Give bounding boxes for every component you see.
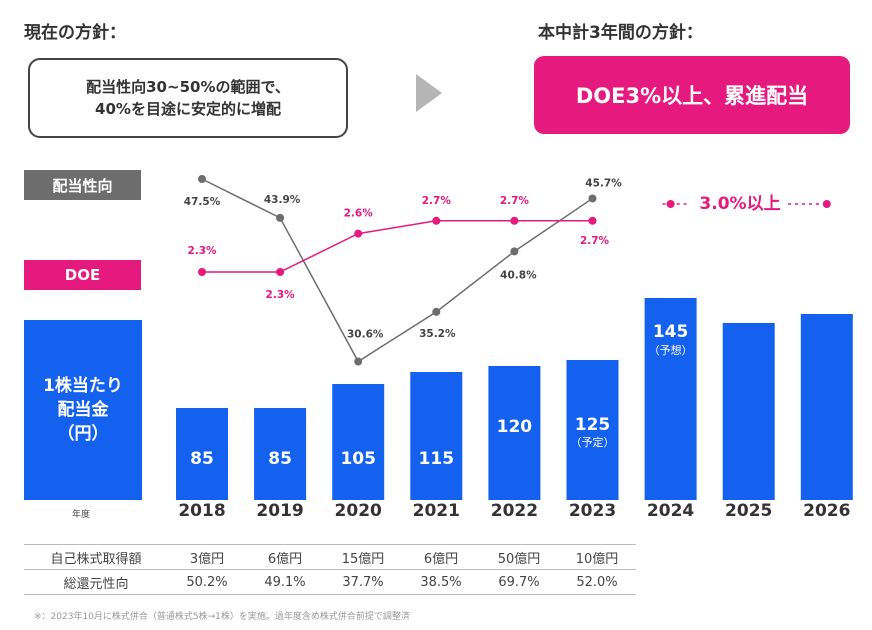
current-policy-line2: 40%を目途に安定的に増配 <box>95 100 281 118</box>
table-cell: 6億円 <box>267 551 303 567</box>
payout-ratio-point-2018 <box>198 175 206 183</box>
payout-ratio-label-2018: 47.5% <box>184 196 221 208</box>
payout-ratio-label-2019: 43.9% <box>264 194 301 206</box>
table-cell: 52.0% <box>576 574 618 590</box>
x-tick-label-2022: 2022 <box>491 501 538 521</box>
current-policy-box: 配当性向30~50%の範囲で、 40%を目途に安定的に増配 <box>28 58 348 138</box>
doe-point-2019 <box>276 268 285 276</box>
payout-ratio-label-2023: 45.7% <box>585 177 622 189</box>
payout-ratio-point-2022 <box>510 247 519 256</box>
bar-2019 <box>254 408 307 500</box>
new-policy-header: 本中計3年間の方針： <box>538 23 703 43</box>
footnote: ※：2023年10月に株式併合（普通株式5株→1株）を実施。過年度含め株式併合前… <box>34 612 410 622</box>
table-cell: 3億円 <box>189 551 225 567</box>
bar-value-label-2018: 85 <box>190 449 214 469</box>
year-axis-label: 年度 <box>72 510 91 520</box>
table-cell: 50.2% <box>186 574 228 590</box>
x-tick-label-2026: 2026 <box>803 501 850 521</box>
table-cell: 15億円 <box>341 551 385 567</box>
doe-label-2018: 2.3% <box>187 245 217 257</box>
current-policy-header: 現在の方針： <box>24 23 126 43</box>
bar-2018 <box>176 408 228 500</box>
doe-label-2022: 2.7% <box>500 195 530 207</box>
bar-2025 <box>722 323 775 500</box>
bar-value-label-2022: 120 <box>497 417 533 437</box>
table-cell: 49.1% <box>264 574 306 590</box>
x-tick-label-2019: 2019 <box>256 501 303 521</box>
payout-ratio-label-2020: 30.6% <box>347 329 384 341</box>
doe-tag: DOE <box>24 260 141 290</box>
doe-target-point-2026 <box>822 200 831 208</box>
doe-label-2023: 2.7% <box>580 235 610 247</box>
x-tick-label-2025: 2025 <box>725 501 772 521</box>
dps-legend-line3: （円） <box>57 424 109 444</box>
table-cell: 38.5% <box>420 574 462 590</box>
payout-ratio-point-2021 <box>432 307 441 316</box>
dps-legend-line1: 1株当たり <box>43 376 123 396</box>
table-cell: 69.7% <box>498 574 540 590</box>
doe-target-label: 3.0%以上 <box>699 194 780 214</box>
bar-sublabel-2023: （予定） <box>571 435 615 449</box>
x-tick-label-2020: 2020 <box>335 501 382 521</box>
payout-ratio-point-2019 <box>276 213 285 222</box>
table-row: 自己株式取得額 3億円 6億円 15億円 6億円 50億円 10億円 <box>24 545 636 570</box>
bar-value-label-2021: 115 <box>419 449 455 469</box>
table-cell: 37.7% <box>342 574 384 590</box>
payout-ratio-label-2021: 35.2% <box>419 328 456 340</box>
bar-value-label-2020: 105 <box>340 449 376 469</box>
bar-2023 <box>566 360 619 500</box>
payout-ratio-tag-label: 配当性向 <box>52 176 113 195</box>
doe-point-2018 <box>198 268 206 276</box>
payout-ratio-point-2020 <box>354 357 363 366</box>
bar-2022 <box>488 366 541 500</box>
bar-sublabel-2024: （予想） <box>649 343 693 357</box>
bar-2026 <box>800 314 853 500</box>
payout-ratio-point-2023 <box>588 194 597 203</box>
bar-value-label-2023: 125 <box>575 415 611 435</box>
doe-point-2021 <box>432 216 441 225</box>
dividend-chart: 85 2018 85 2019 105 2020 115 2021 120 2022 125（予定）… <box>176 175 853 521</box>
doe-point-2020 <box>354 229 363 238</box>
table-cell: 50億円 <box>497 551 541 567</box>
table-row: 総還元性向 50.2% 49.1% 37.7% 38.5% 69.7% 52.0% <box>24 570 636 595</box>
doe-label-2021: 2.7% <box>422 195 452 207</box>
doe-label-2020: 2.6% <box>344 208 374 220</box>
table-row-label: 自己株式取得額 <box>50 551 142 567</box>
returns-table: 自己株式取得額 3億円 6億円 15億円 6億円 50億円 10億円総還元性向 50.2% 49… <box>24 544 636 595</box>
table-row-label: 総還元性向 <box>63 576 129 592</box>
payout-ratio-tag: 配当性向 <box>24 170 141 200</box>
bar-2021 <box>410 372 463 500</box>
doe-point-2022 <box>510 216 519 225</box>
dps-legend-line2: 配当金 <box>57 400 109 420</box>
x-tick-label-2021: 2021 <box>413 501 460 521</box>
bar-2020 <box>332 384 385 500</box>
bar-2024 <box>644 298 697 500</box>
table-cell: 6億円 <box>423 551 459 567</box>
doe-target-point-2024 <box>666 200 675 208</box>
table-cell: 10億円 <box>575 551 619 567</box>
payout-ratio-label-2022: 40.8% <box>500 269 537 281</box>
bar-value-label-2019: 85 <box>268 449 292 469</box>
doe-label-2019: 2.3% <box>266 289 296 301</box>
current-policy-line1: 配当性向30~50%の範囲で、 <box>86 78 290 96</box>
doe-line <box>202 220 593 273</box>
arrow-right-icon <box>416 74 442 112</box>
doe-point-2023 <box>588 216 597 225</box>
x-tick-label-2018: 2018 <box>178 501 225 521</box>
payout-ratio-line <box>201 178 593 363</box>
new-policy-text: DOE3%以上、累進配当 <box>575 84 809 108</box>
dps-legend-box: 1株当たり 配当金 （円） <box>24 320 142 500</box>
new-policy-box: DOE3%以上、累進配当 <box>534 56 850 134</box>
x-tick-label-2023: 2023 <box>569 501 616 521</box>
doe-tag-label: DOE <box>64 266 101 284</box>
bar-value-label-2024: 145 <box>653 322 689 342</box>
x-tick-label-2024: 2024 <box>647 501 694 521</box>
